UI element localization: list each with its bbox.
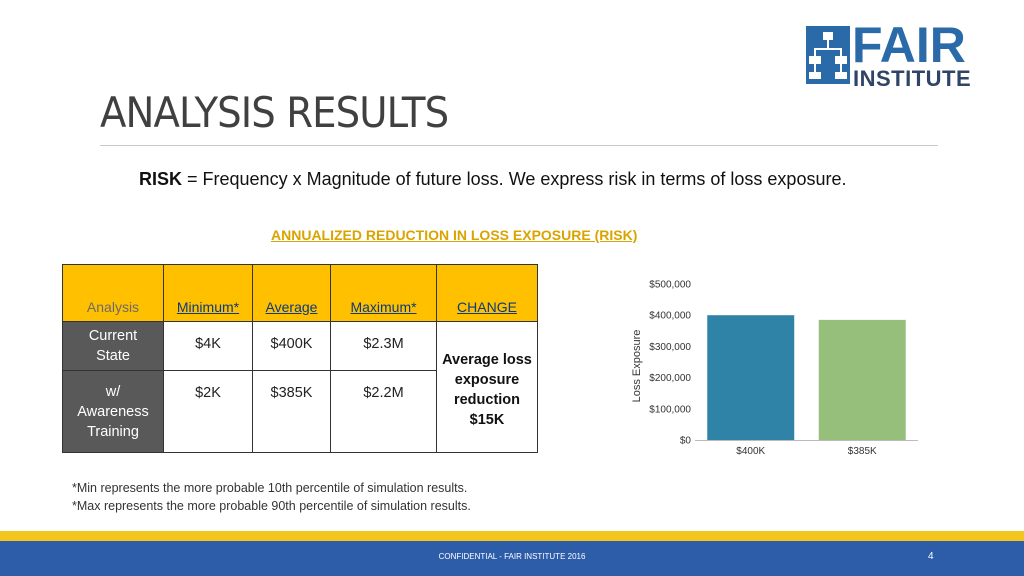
header-maximum: Maximum* — [330, 264, 437, 322]
table-header-row: Analysis Minimum* Average Maximum* CHANG… — [62, 264, 538, 322]
loss-exposure-chart: $0 $100,000 $200,000 $300,000 $400,000 $500,0… — [631, 280, 918, 457]
cell-change: Average loss exposure reduction $15K — [436, 321, 538, 453]
table-row: Current State $4K $400K $2.3M Average lo… — [62, 321, 538, 453]
footnote-min: *Min represents the more probable 10th p… — [72, 481, 468, 495]
header-minimum: Minimum* — [163, 264, 253, 322]
footer-confidential: CONFIDENTIAL - FAIR INSTITUTE 2016 — [438, 552, 586, 561]
footnote-max: *Max represents the more probable 90th p… — [72, 499, 471, 513]
footer-accent-bar — [0, 531, 1024, 541]
y-tick-label: $0 — [680, 436, 692, 447]
results-table: Analysis Minimum* Average Maximum* CHANG… — [62, 264, 538, 453]
risk-term: RISK — [139, 169, 183, 189]
logo-wordmark: FAIR — [852, 17, 966, 73]
title-divider — [100, 145, 938, 146]
risk-definition: RISK = Frequency x Magnitude of future l… — [139, 169, 846, 190]
y-axis-ticks: $0 $100,000 $200,000 $300,000 $400,000 $500,0… — [649, 280, 691, 447]
cell-min: $4K — [163, 321, 253, 371]
page-title: ANALYSIS RESULTS — [100, 88, 449, 137]
org-chart-icon — [806, 26, 850, 84]
table-row: w/ Awareness Training $2K $385K $2.2M — [62, 370, 538, 453]
y-tick-label: $400,000 — [649, 311, 691, 322]
footnotes: *Min represents the more probable 10th p… — [72, 479, 471, 515]
risk-definition-text: = Frequency x Magnitude of future loss. … — [182, 169, 847, 189]
bars — [707, 315, 906, 440]
x-tick-label: $400K — [736, 446, 765, 457]
cell-min: $2K — [163, 370, 253, 453]
cell-avg: $385K — [252, 370, 331, 453]
bar — [707, 315, 795, 440]
table-title: ANNUALIZED REDUCTION IN LOSS EXPOSURE (R… — [271, 227, 638, 243]
row-label-current-state: Current State — [62, 321, 164, 371]
y-tick-label: $500,000 — [649, 280, 691, 291]
y-tick-label: $300,000 — [649, 342, 691, 353]
x-tick-label: $385K — [848, 446, 877, 457]
bar — [818, 319, 906, 440]
header-analysis: Analysis — [62, 264, 164, 322]
header-average: Average — [252, 264, 331, 322]
row-label-awareness-training: w/ Awareness Training — [62, 370, 164, 453]
footer-bar — [0, 541, 1024, 576]
y-tick-label: $100,000 — [649, 404, 691, 415]
header-change: CHANGE — [436, 264, 538, 322]
y-axis-label: Loss Exposure — [631, 330, 643, 403]
logo-subtitle: INSTITUTE — [853, 66, 972, 91]
x-axis-ticks: $400K $385K — [736, 446, 877, 457]
cell-max: $2.3M — [330, 321, 437, 371]
y-tick-label: $200,000 — [649, 373, 691, 384]
fair-institute-logo: FAIR INSTITUTE — [806, 20, 991, 96]
cell-max: $2.2M — [330, 370, 437, 453]
page-number: 4 — [928, 551, 934, 562]
cell-avg: $400K — [252, 321, 331, 371]
